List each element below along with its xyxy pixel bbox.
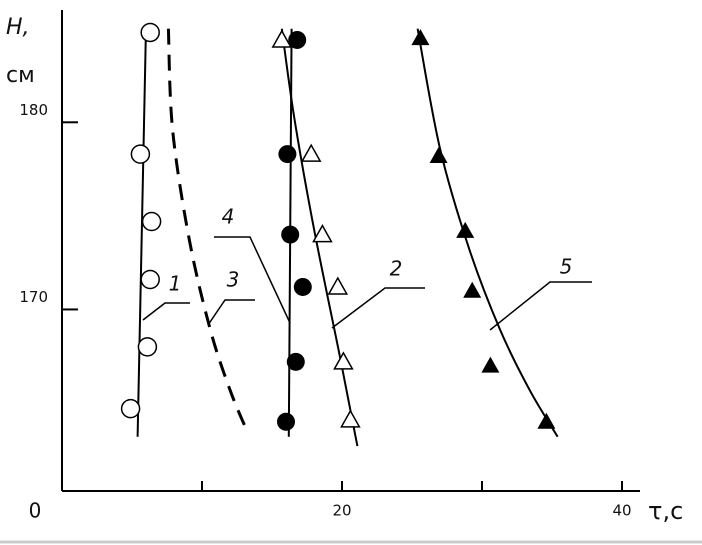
- curve-label: 1: [169, 272, 182, 296]
- point: [411, 29, 430, 46]
- point: [333, 351, 354, 370]
- curve: [166, 28, 247, 428]
- y-label: H,: [6, 15, 30, 40]
- curve: [136, 26, 147, 437]
- point: [141, 211, 162, 232]
- point: [481, 356, 500, 373]
- point: [537, 412, 556, 429]
- point: [277, 412, 295, 431]
- curve-label: 4: [222, 205, 235, 229]
- leader-line: [142, 302, 190, 321]
- curve-label: 3: [227, 268, 240, 292]
- x-tick-label: 40: [612, 502, 631, 520]
- point: [271, 29, 293, 48]
- point: [140, 22, 160, 43]
- leader-line: [331, 287, 425, 329]
- point: [300, 143, 322, 162]
- origin-label: 0: [29, 499, 42, 523]
- point: [288, 30, 307, 49]
- x-tick-label: 20: [332, 502, 351, 520]
- point: [340, 409, 361, 428]
- curve-label: 2: [390, 257, 403, 281]
- y-tick-label: 180: [19, 101, 48, 119]
- point: [312, 224, 333, 243]
- point: [286, 352, 305, 371]
- point: [327, 276, 349, 295]
- point: [278, 145, 297, 164]
- point: [140, 269, 160, 290]
- point: [429, 146, 448, 163]
- y-unit: см: [6, 63, 35, 88]
- point: [293, 277, 312, 296]
- curve: [416, 28, 559, 438]
- leader-line: [207, 299, 255, 326]
- leader-line: [214, 236, 291, 324]
- point: [120, 398, 141, 419]
- point: [456, 221, 475, 238]
- point: [463, 281, 482, 298]
- point: [137, 337, 158, 357]
- y-tick-label: 170: [19, 288, 48, 306]
- point: [130, 144, 151, 164]
- curve-label: 5: [560, 255, 573, 279]
- point: [281, 225, 300, 244]
- leader-line: [489, 281, 592, 331]
- x-label: τ,с: [648, 497, 683, 525]
